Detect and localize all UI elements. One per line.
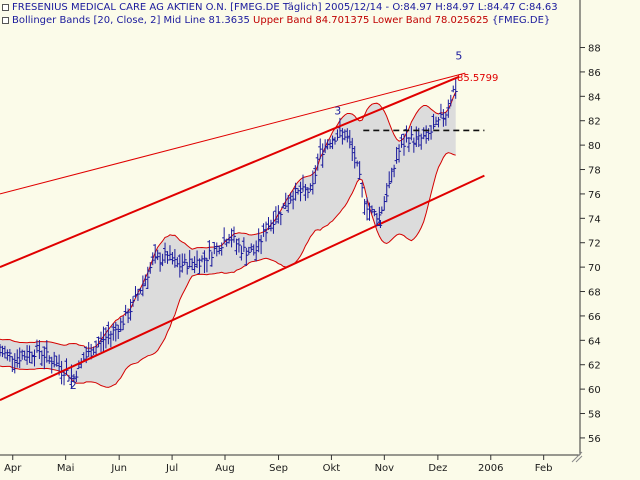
- legend-price-line: FRESENIUS MEDICAL CARE AG AKTIEN O.N. [F…: [12, 2, 558, 14]
- trendlines-layer: [0, 72, 485, 402]
- upper-channel: [0, 75, 460, 269]
- y-tick-label: 80: [588, 141, 601, 152]
- bollinger-lower-band: [0, 152, 456, 388]
- price-bars-layer: [0, 78, 458, 388]
- y-tick-label: 70: [588, 263, 601, 274]
- y-tick-label: 82: [588, 117, 601, 128]
- x-tick-label: Mai: [57, 463, 75, 474]
- legend-price-text: FRESENIUS MEDICAL CARE AG AKTIEN O.N. [F…: [12, 2, 558, 13]
- y-tick-label: 64: [588, 336, 601, 347]
- y-tick-label: 68: [588, 288, 601, 299]
- y-tick-label: 72: [588, 239, 601, 250]
- legend-marker-price: [2, 4, 9, 11]
- x-tick-label: 2006: [478, 463, 503, 474]
- x-tick-label: Jun: [110, 463, 127, 474]
- x-tick-label: Aug: [215, 463, 235, 474]
- y-tick-label: 84: [588, 92, 601, 103]
- legend-bands-line: Bollinger Bands [20, Close, 2] Mid Line …: [12, 15, 550, 27]
- wave-label-5: 5: [455, 50, 462, 63]
- resize-grip: [575, 455, 583, 463]
- y-tick-label: 58: [588, 410, 601, 421]
- y-tick-label: 78: [588, 166, 601, 177]
- x-tick-label: Sep: [269, 463, 288, 474]
- y-tick-label: 86: [588, 68, 601, 79]
- y-tick-label: 62: [588, 361, 601, 372]
- legend-marker-bands: [2, 17, 9, 24]
- y-tick-label: 74: [588, 214, 601, 225]
- wave-label-3: 3: [334, 105, 341, 118]
- y-tick-label: 66: [588, 312, 601, 323]
- x-tick-label: Dez: [428, 463, 447, 474]
- x-tick-label: Nov: [375, 463, 395, 474]
- x-tick-label: Feb: [535, 463, 553, 474]
- last-price-label: 85.5799: [457, 73, 498, 84]
- labels-layer: 85.5799 2 3 4 5: [70, 50, 499, 392]
- x-tick-label: Okt: [323, 463, 341, 474]
- wave-label-2: 2: [70, 379, 77, 392]
- y-tick-label: 76: [588, 190, 601, 201]
- x-tick-label: Jul: [165, 463, 178, 474]
- y-tick-label: 56: [588, 434, 601, 445]
- axes-layer: 56 58 60 62 64 66 68 70 72 74 76 78 80 82 84 86 88 Apr Mai…: [0, 0, 601, 474]
- legend-bands-prefix: Bollinger Bands [20, Close, 2] Mid Line …: [12, 15, 250, 26]
- x-tick-label: Apr: [4, 463, 22, 474]
- legend-upper-band: Upper Band 84.701375: [253, 15, 370, 26]
- y-tick-label: 88: [588, 44, 601, 55]
- resize-grip: [571, 451, 583, 463]
- legend-bands-suffix: {FMEG.DE}: [491, 15, 551, 26]
- legend-lower-band: Lower Band 78.025625: [372, 15, 489, 26]
- wave-label-4: 4: [376, 218, 383, 231]
- outer-trendline: [0, 72, 466, 195]
- lower-channel: [0, 174, 485, 402]
- y-tick-label: 60: [588, 385, 601, 396]
